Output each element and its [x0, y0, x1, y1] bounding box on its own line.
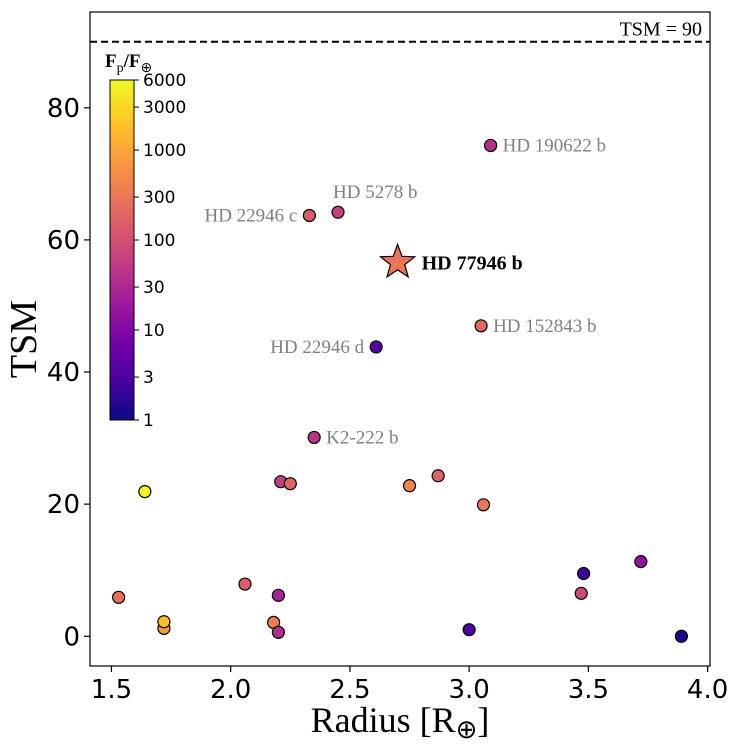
y-tick-label: 40 — [47, 358, 80, 388]
planet-point — [369, 340, 383, 354]
planet-point — [431, 469, 445, 483]
planet-point — [402, 479, 417, 493]
planet-point — [476, 498, 491, 512]
planet-annotation: HD 152843 b — [493, 316, 596, 337]
planet-point — [112, 590, 126, 604]
reference-layer: TSM = 90 — [90, 19, 710, 43]
planet-point — [283, 477, 297, 491]
planet-point — [271, 625, 285, 639]
planet-point — [307, 430, 321, 445]
y-tick-label: 60 — [47, 226, 80, 256]
planet-annotation: HD 5278 b — [333, 182, 417, 203]
colorbar-tick-label: 100 — [143, 231, 175, 251]
planet-point — [302, 208, 316, 223]
x-axis-title: Radius [R⊕] — [311, 700, 490, 744]
x-tick-label: 4.0 — [687, 675, 728, 705]
data-points-layer — [112, 138, 688, 643]
planet-point — [484, 138, 498, 153]
axes-layer: 1.5 2.0 2.5 3.0 3.5 4.0 0 20 40 60 80 Radius [R⊕] TS… — [3, 94, 728, 744]
planet-annotation: K2-222 b — [326, 427, 398, 448]
planet-point — [634, 555, 648, 569]
planet-point — [574, 586, 588, 600]
x-tick-label: 1.5 — [91, 675, 132, 705]
planet-point — [271, 588, 285, 602]
y-tick-label: 0 — [63, 622, 80, 652]
planet-point — [577, 566, 591, 581]
planet-annotation: HD 22946 c — [204, 205, 297, 226]
colorbar-tick-label: 1000 — [143, 141, 186, 161]
colorbar-tick-label: 6000 — [143, 71, 186, 91]
colorbar-title: Fp/F⊕ — [105, 51, 152, 76]
x-tick-label: 2.0 — [210, 675, 251, 705]
reference-line-label: TSM = 90 — [620, 19, 702, 41]
planet-annotation: HD 22946 d — [270, 337, 364, 358]
colorbar-tick-label: 30 — [143, 278, 165, 298]
planet-point — [138, 485, 152, 499]
highlight-planet-label: HD 77946 b — [422, 252, 523, 274]
colorbar-tick-label: 1 — [143, 411, 154, 431]
highlight-star-marker — [378, 242, 417, 279]
x-tick-label: 2.5 — [329, 675, 370, 705]
planet-point — [331, 205, 345, 219]
y-axis-title: TSM — [3, 300, 45, 378]
planet-point — [157, 615, 171, 629]
colorbar-tick-label: 3 — [143, 368, 154, 388]
y-tick-label: 20 — [47, 490, 80, 520]
planet-point — [238, 577, 252, 591]
colorbar-gradient — [109, 79, 135, 421]
x-tick-label: 3.0 — [448, 675, 489, 705]
x-tick-label: 3.5 — [568, 675, 609, 705]
planet-point — [474, 319, 488, 333]
planet-annotation: HD 190622 b — [503, 135, 606, 156]
annotations-layer: HD 22946 c K2-222 b HD 5278 b HD 22946 d HD … — [204, 135, 606, 448]
y-tick-label: 80 — [47, 94, 80, 124]
planet-point — [674, 629, 688, 643]
colorbar-tick-label: 10 — [143, 321, 165, 341]
colorbar-tick-label: 300 — [143, 188, 175, 208]
plot-frame — [89, 11, 711, 667]
planet-point — [462, 623, 476, 637]
colorbar-tick-label: 3000 — [143, 98, 186, 118]
